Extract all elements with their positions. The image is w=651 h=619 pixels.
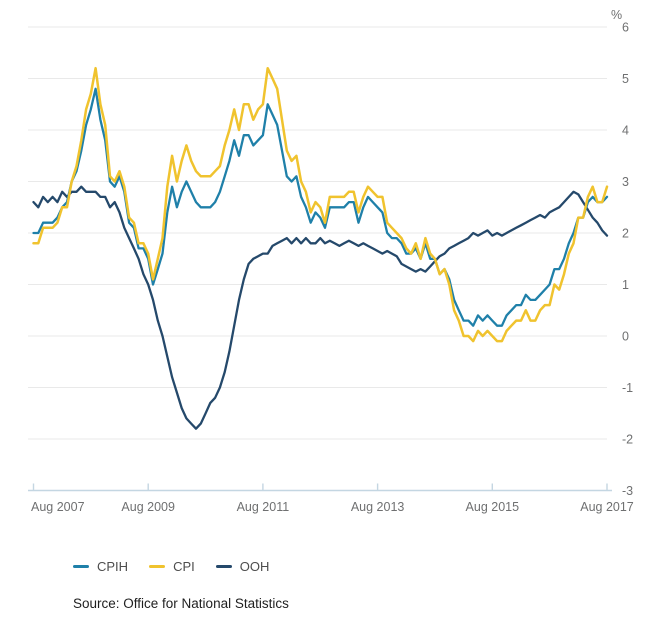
y-tick-label: 4: [622, 124, 629, 138]
ooh-line-swatch: [215, 565, 232, 568]
y-tick-label: -1: [622, 381, 633, 395]
x-tick-label: Aug 2017: [580, 500, 634, 514]
y-tick-label: 6: [622, 21, 629, 35]
legend-item-ooh[interactable]: OOH: [215, 559, 270, 574]
series-line-cpi: [32, 66, 609, 343]
source-note: Source: Office for National Statistics: [73, 596, 289, 611]
y-tick-label: 2: [622, 227, 629, 241]
legend-item-cpi[interactable]: CPI: [149, 560, 195, 573]
cpi-line-swatch: [149, 565, 166, 568]
legend-item-cpih[interactable]: CPIH: [73, 560, 128, 573]
series-line-cpih: [32, 87, 609, 327]
legend-label-cpih: CPIH: [97, 559, 129, 574]
legend: CPIH CPI OOH: [73, 560, 269, 573]
x-tick-label: Aug 2015: [466, 500, 520, 514]
y-tick-label: 0: [622, 330, 629, 344]
line-chart: Aug 2007 Aug 2009 Aug 2011 Aug 2013 Aug 2015…: [28, 8, 634, 514]
y-tick-label: 5: [622, 72, 629, 86]
legend-label-cpi: CPI: [173, 559, 195, 574]
y-tick-label: -3: [622, 484, 633, 498]
y-tick-label: -2: [622, 433, 633, 447]
percent-unit-label: %: [611, 8, 622, 22]
x-tick-label: Aug 2013: [351, 500, 405, 514]
cpih-line-swatch: [73, 565, 89, 568]
y-tick-label: 1: [622, 278, 629, 292]
legend-label-ooh: OOH: [239, 559, 270, 574]
x-tick-label: Aug 2009: [121, 500, 175, 514]
x-tick-label: Aug 2011: [237, 500, 290, 514]
x-tick-label: Aug 2007: [31, 500, 85, 514]
y-tick-label: 3: [622, 175, 629, 189]
series-line-ooh: [32, 185, 609, 430]
